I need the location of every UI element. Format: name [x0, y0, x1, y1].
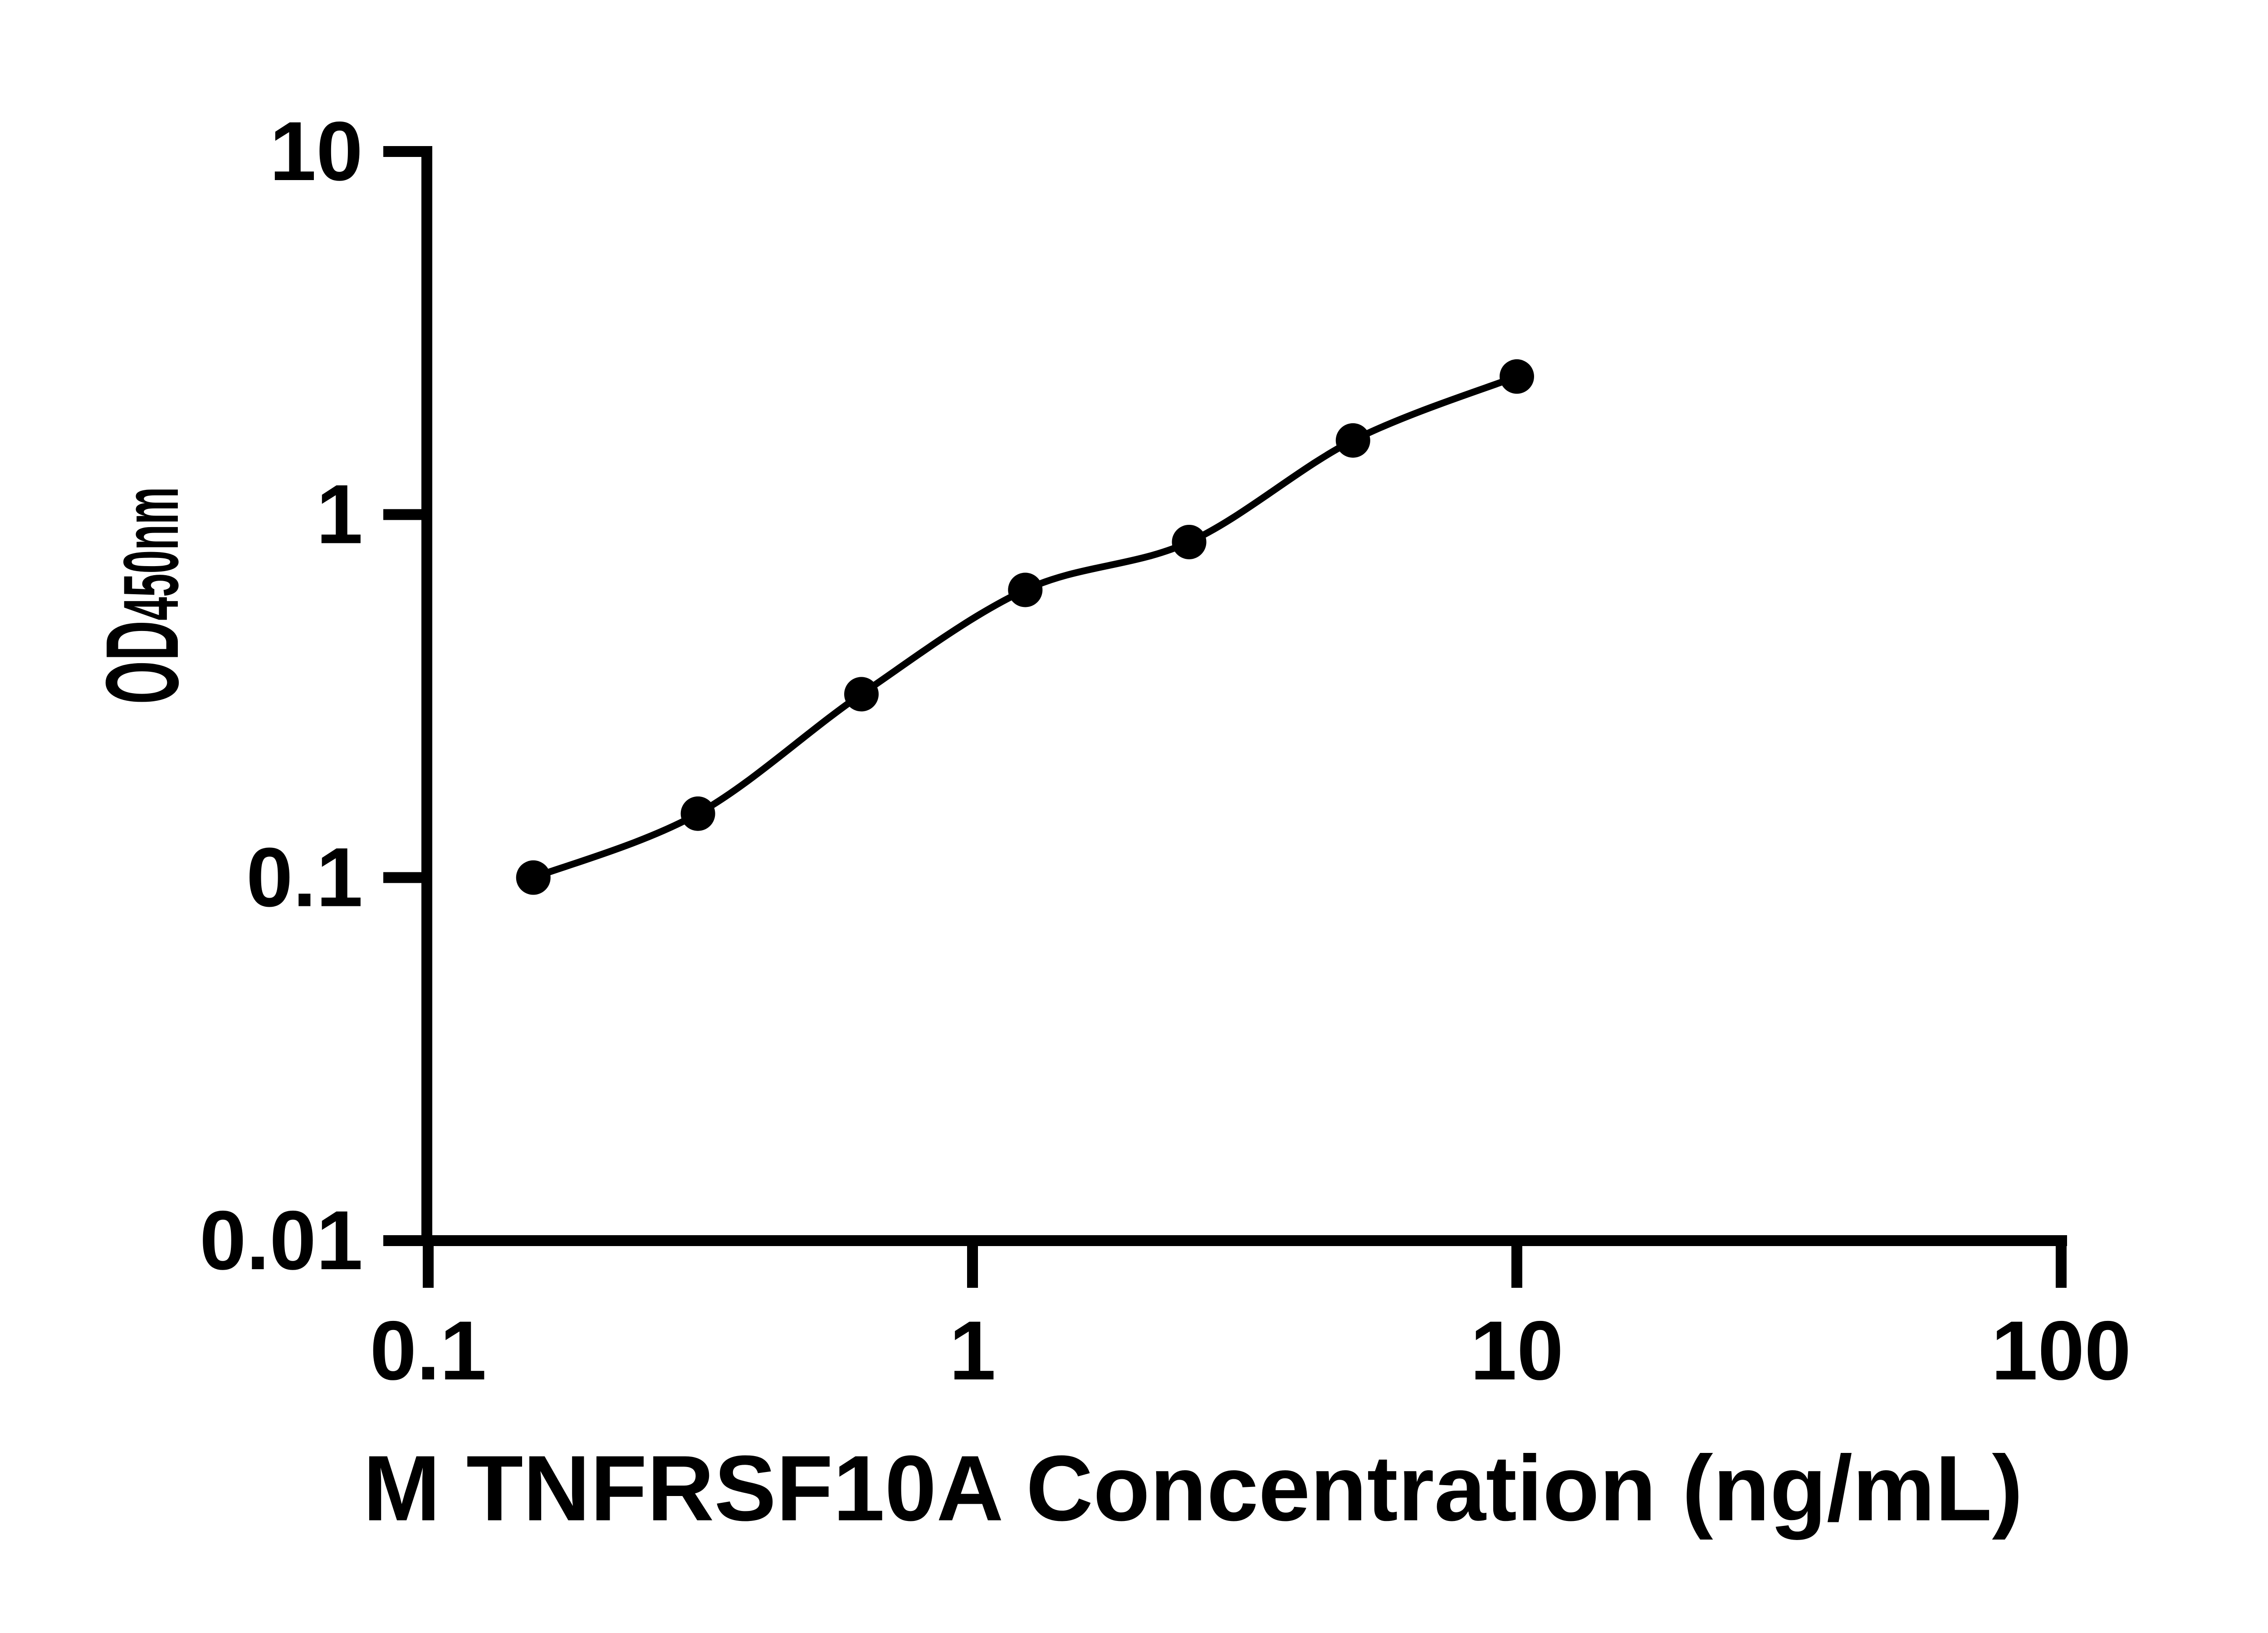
- y-axis-tick-label: 10: [269, 105, 363, 198]
- y-axis-title-subscript: 450nm: [108, 487, 195, 621]
- data-point-marker: [1335, 423, 1370, 458]
- y-axis-tick-labels: 10 1 0.1 0.01: [200, 105, 363, 1287]
- x-axis-tick-labels: 0.1 1 10 100: [370, 1304, 2131, 1398]
- y-axis-ticks: [383, 146, 432, 1246]
- y-axis-title-main: OD: [84, 621, 200, 704]
- data-point-marker: [1500, 359, 1534, 394]
- data-point-marker: [844, 677, 879, 712]
- data-point-marker: [680, 796, 715, 831]
- data-point-marker: [1172, 524, 1207, 559]
- fit-curve-line: [532, 373, 1518, 881]
- x-axis-ticks: [423, 1241, 2067, 1288]
- data-point-marker: [1008, 572, 1043, 607]
- x-axis-tick-label: 0.1: [370, 1304, 486, 1398]
- y-axis-tick-label: 1: [316, 468, 363, 561]
- x-axis-title: M TNFRSF10A Concentration (ng/mL): [363, 1437, 2023, 1540]
- x-axis: 0.1 1 10 100: [370, 1235, 2131, 1398]
- y-axis-title: OD450nm: [84, 487, 200, 704]
- y-axis-tick-label: 0.1: [246, 831, 363, 924]
- x-axis-tick-label: 100: [1991, 1304, 2131, 1398]
- x-axis-tick-label: 10: [1470, 1304, 1564, 1398]
- y-axis: 10 1 0.1 0.01: [200, 105, 432, 1287]
- data-point-marker: [516, 860, 551, 895]
- y-axis-tick-label: 0.01: [200, 1194, 363, 1287]
- x-axis-tick-label: 1: [949, 1304, 996, 1398]
- data-points: [516, 359, 1534, 895]
